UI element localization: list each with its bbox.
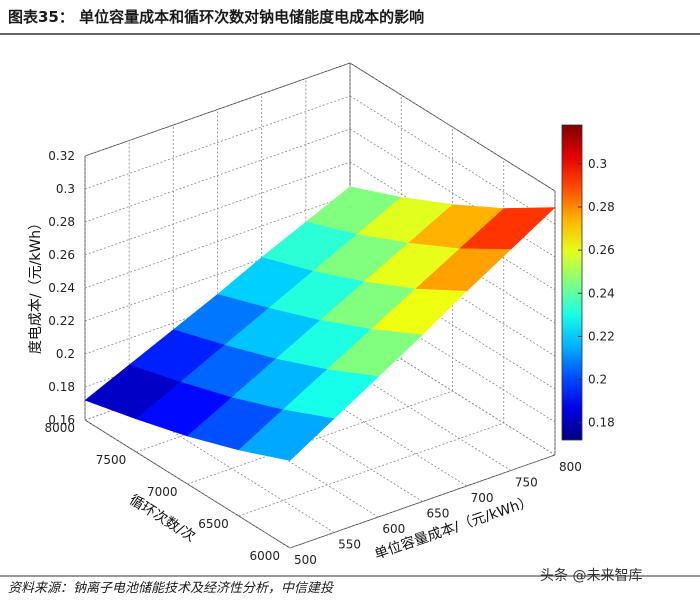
y-tick-label: 7000 [147,485,178,499]
grid-line [84,227,351,322]
grid-line [349,62,556,192]
x-tick-label: 650 [427,507,450,521]
y-tick-label: 7500 [96,453,127,467]
chart: 500 550 600 650 700 750 800 6000 6500 7000 7500 800… [28,62,615,567]
surface-patch [238,409,335,461]
grid-line [289,454,556,549]
y-tick-label: 6000 [249,549,280,563]
colorbar-tick-label: 0.22 [588,329,615,343]
x-tick-label: 750 [515,476,538,490]
colorbar-tick-label: 0.24 [588,286,615,300]
z-tick-label: 0.2 [56,347,75,361]
x-tick-label: 550 [338,538,361,552]
colorbar-tick-label: 0.3 [588,157,607,171]
z-tick-label: 0.22 [48,314,75,328]
z-tick-label: 0.16 [48,413,75,427]
colorbar-tick-label: 0.26 [588,243,615,257]
z-axis-label: 度电成本/（元/kWh） [28,216,44,354]
z-tick-label: 0.28 [48,215,75,229]
watermark: 头条 @未来智库 [540,567,642,584]
y-tick-label: 8000 [44,421,75,435]
y-tick-label: 6500 [198,517,229,531]
source: 资料来源：钠离子电池储能技术及经济性分析，中信建投 [8,580,334,596]
colorbar-tick-label: 0.28 [588,200,615,214]
grid-line [238,422,504,517]
y-axis-label: 循环次数/次 [126,492,198,545]
chart-title: 图表35： 单位容量成本和循环次数对钠电储能度电成本的影响 [8,8,424,26]
grid-line [349,95,556,225]
z-tick-label: 0.32 [48,149,75,163]
grid-line [84,194,351,289]
z-tick-label: 0.24 [48,281,75,295]
grid-line [187,390,453,485]
x-tick-label: 800 [559,460,582,474]
z-tick-label: 0.3 [56,182,75,196]
grid-line [84,161,351,256]
colorbar-tick-label: 0.2 [588,373,607,387]
colorbar [561,124,583,441]
colorbar-tick-label: 0.18 [588,416,615,430]
x-tick-label: 500 [294,553,317,567]
z-tick-label: 0.18 [48,380,75,394]
grid-line [84,128,351,223]
z-tick-label: 0.26 [48,248,75,262]
grid-line [84,95,351,190]
grid-line [84,62,351,157]
x-tick-label: 700 [471,491,494,505]
x-tick-label: 600 [382,522,405,536]
